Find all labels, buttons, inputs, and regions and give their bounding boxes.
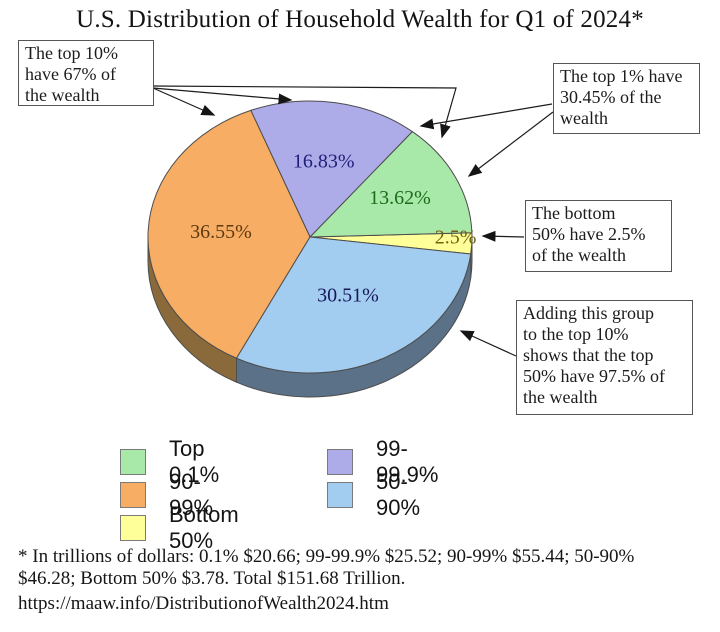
legend-item-bottom-50-: Bottom 50% — [120, 502, 239, 554]
pie-slice-top-0.1- — [309, 131, 473, 238]
legend-label-top-0.1-: Top 0.1% — [169, 436, 220, 487]
legend-swatch-50-90- — [327, 482, 353, 508]
callout-top-50-percent: Adding this group to the top 10% shows t… — [516, 300, 693, 415]
legend-label-99-99.9-: 99-99.9% — [376, 436, 439, 487]
legend-label-bottom-50-: Bottom 50% — [169, 502, 239, 553]
annotation-arrows — [152, 85, 554, 357]
legend-item-90-99-: 90-99% — [120, 469, 213, 521]
arrow-top10-to-99-999-slice — [152, 87, 293, 105]
legend-swatch-bottom-50- — [120, 515, 146, 541]
legend-swatch-99-99.9- — [327, 449, 353, 475]
chart-title: U.S. Distribution of Household Wealth fo… — [76, 6, 644, 33]
arrow-top10-to-top01-slice — [152, 85, 457, 139]
legend-label-50-90-: 50-90% — [376, 469, 421, 520]
legend-item-top-0.1-: Top 0.1% — [120, 436, 219, 488]
pie-label-90-99-: 36.55% — [190, 221, 252, 243]
pie-label-bottom-50-: 2.5% — [435, 226, 477, 248]
pie-slice-50-90- — [236, 236, 472, 374]
arrow-top1-to-top01-slice — [467, 111, 554, 177]
callout-top-1-percent: The top 1% have 30.45% of the wealth — [553, 63, 700, 134]
arrow-top10-to-90-99-slice — [152, 87, 216, 116]
pie-slices — [147, 100, 473, 374]
pie-slice-90-99- — [147, 109, 311, 359]
legend-item-99-99.9-: 99-99.9% — [327, 436, 438, 488]
arrow-top1-to-99-999-slice — [419, 103, 553, 130]
callout-top-10-percent: The top 10% have 67% of the wealth — [18, 40, 154, 106]
legend-swatch-top-0.1- — [120, 449, 146, 475]
legend-swatch-90-99- — [120, 482, 146, 508]
footnote: * In trillions of dollars: 0.1% $20.66; … — [18, 546, 710, 615]
arrow-bottom50-to-yellow-slice — [481, 230, 525, 242]
pie-label-50-90-: 30.51% — [317, 285, 379, 307]
pie-slice-99-99.9- — [250, 100, 413, 238]
legend-label-90-99-: 90-99% — [169, 469, 214, 520]
footnote-url: https://maaw.info/DistributionofWealth20… — [18, 592, 389, 614]
legend-item-50-90-: 50-90% — [327, 469, 420, 521]
footnote-text: * In trillions of dollars: 0.1% $20.66; … — [18, 546, 635, 590]
pie-label-top-0.1-: 13.62% — [369, 187, 431, 209]
pie-label-99-99.9-: 16.83% — [293, 151, 355, 173]
callout-bottom-50-percent: The bottom 50% have 2.5% of the wealth — [525, 200, 672, 272]
arrow-top50-to-50-90-slice — [459, 330, 517, 357]
pie-slice-labels: 2.5%13.62% 16.83% 36.55% 30.51% — [190, 151, 476, 307]
